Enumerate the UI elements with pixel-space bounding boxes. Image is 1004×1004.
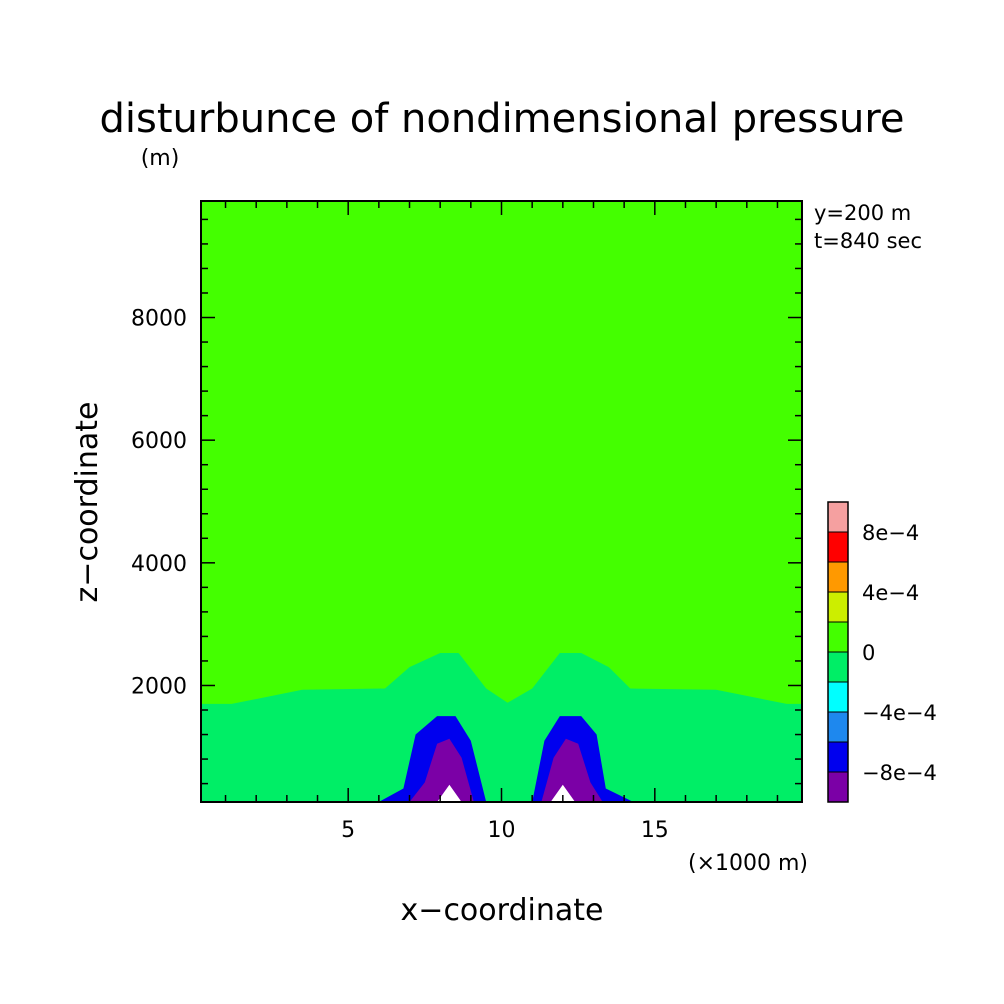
x-tick-label: 10 — [488, 818, 516, 843]
y-tick-label: 8000 — [131, 307, 187, 332]
colorbar-label: 4e−4 — [862, 581, 919, 605]
x-unit-label: (×1000 m) — [688, 851, 808, 876]
colorbar-swatch — [828, 652, 848, 682]
chart-title: disturbunce of nondimensional pressure — [100, 96, 905, 142]
y-axis-label: z−coordinate — [70, 402, 105, 603]
x-tick-label: 5 — [341, 818, 355, 843]
units-label: (m) — [141, 146, 180, 171]
axis-ticks: 5 10 15 2000 4000 6000 8000 — [131, 201, 802, 843]
annotation-t: t=840 sec — [814, 229, 922, 253]
colorbar-label: −8e−4 — [862, 761, 937, 785]
contour-regions — [201, 201, 802, 802]
y-tick-label: 6000 — [131, 429, 187, 454]
colorbar: 8e−4 4e−4 0 −4e−4 −8e−4 — [827, 501, 937, 803]
x-tick-label: 15 — [641, 818, 669, 843]
colorbar-swatch — [828, 712, 848, 742]
contour-region-2 — [201, 653, 802, 802]
colorbar-swatch — [828, 742, 848, 772]
annotation-y: y=200 m — [814, 201, 911, 225]
y-tick-label: 2000 — [131, 674, 187, 699]
contour-region-4 — [409, 738, 603, 802]
colorbar-swatch — [828, 622, 848, 652]
x-axis-label: x−coordinate — [401, 893, 604, 928]
colorbar-swatch — [828, 772, 848, 802]
colorbar-swatch — [828, 562, 848, 592]
colorbar-swatch — [828, 532, 848, 562]
colorbar-label: 8e−4 — [862, 521, 919, 545]
colorbar-swatch — [828, 592, 848, 622]
y-tick-label: 4000 — [131, 552, 187, 577]
contour-region-5 — [437, 784, 576, 802]
colorbar-label: 0 — [862, 641, 875, 665]
colorbar-swatch — [828, 682, 848, 712]
colorbar-swatch — [828, 502, 848, 532]
colorbar-label: −4e−4 — [862, 701, 937, 725]
